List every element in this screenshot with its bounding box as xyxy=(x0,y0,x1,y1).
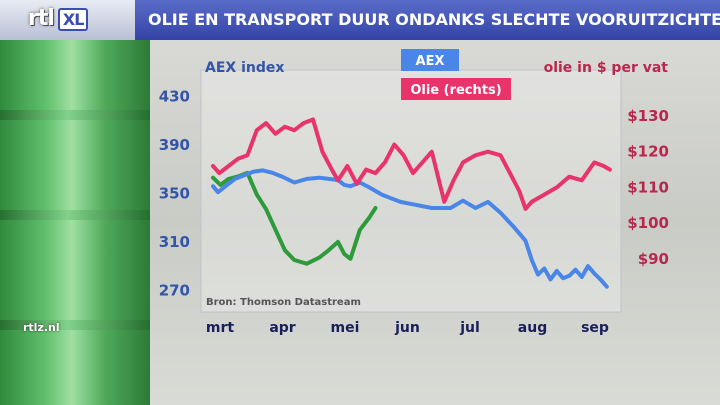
y2-tick-label: $90 xyxy=(638,250,669,268)
right-axis-title: olie in $ per vat xyxy=(544,60,669,76)
x-tick-label: apr xyxy=(269,320,295,336)
x-tick-label: jun xyxy=(394,320,420,336)
barrel-rib xyxy=(0,110,150,120)
oil-barrel-backdrop xyxy=(0,40,150,405)
series-line-aex xyxy=(211,168,609,289)
title-bar: rtl XL OLIE EN TRANSPORT DUUR ONDANKS SLE… xyxy=(0,0,720,40)
y2-tick-label: $130 xyxy=(627,107,669,125)
y2-tick-label: $110 xyxy=(627,178,669,196)
legend-label-olie: Olie (rechts) xyxy=(410,83,501,98)
x-tick-label: jul xyxy=(459,320,480,336)
logo-rtl: rtl xyxy=(28,6,55,31)
logo-xl-badge: XL xyxy=(57,8,89,31)
x-tick-label: aug xyxy=(518,320,547,336)
y-tick-label: 430 xyxy=(159,88,190,106)
barrel-rib xyxy=(0,320,150,330)
left-axis-ticks: 430 390 350 310 270 xyxy=(159,88,190,300)
website-label: rtlz.nl xyxy=(23,321,60,334)
y-tick-label: 310 xyxy=(159,233,190,251)
series-lines xyxy=(211,117,612,289)
barrel-rib xyxy=(0,210,150,220)
chart-source: Bron: Thomson Datastream xyxy=(206,297,361,308)
plot-area xyxy=(200,69,622,313)
left-axis-title: AEX index xyxy=(205,60,284,76)
page-title: OLIE EN TRANSPORT DUUR ONDANKS SLECHTE V… xyxy=(148,10,720,29)
legend-swatch-olie xyxy=(401,78,511,100)
y-tick-label: 390 xyxy=(159,136,190,154)
x-tick-label: sep xyxy=(581,320,609,336)
x-tick-label: mrt xyxy=(206,320,234,336)
right-axis-ticks: $130 $120 $110 $100 $90 xyxy=(627,107,669,268)
y2-tick-label: $100 xyxy=(627,214,669,232)
logo-text: rtl XL xyxy=(28,6,89,31)
y2-tick-label: $120 xyxy=(627,143,669,161)
series-line-olie xyxy=(211,117,612,211)
x-tick-label: mei xyxy=(331,320,360,336)
legend-label-aex: AEX xyxy=(416,54,445,69)
channel-logo: rtl XL xyxy=(0,0,135,40)
legend-swatch-aex xyxy=(401,49,459,71)
y-tick-label: 270 xyxy=(159,281,190,299)
legend: AEX Olie (rechts) xyxy=(401,49,511,100)
y-tick-label: 350 xyxy=(159,184,190,202)
x-axis-ticks: mrt apr mei jun jul aug sep xyxy=(206,320,609,336)
